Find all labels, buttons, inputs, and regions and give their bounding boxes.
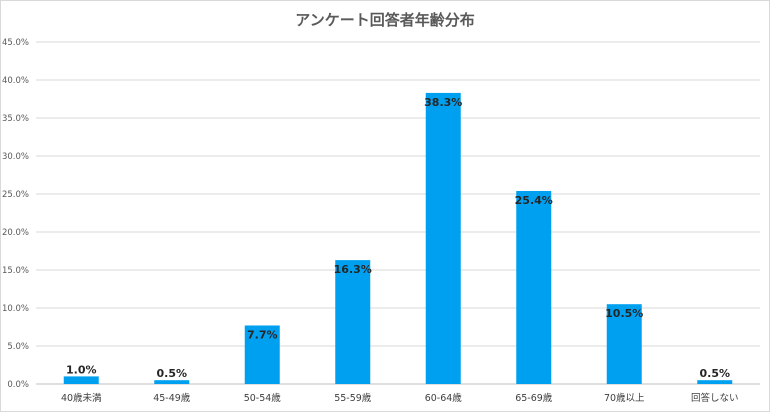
bar [606,304,642,384]
y-tick-label: 40.0% [2,76,29,86]
data-label: 0.5% [156,367,187,380]
y-tick-label: 10.0% [2,304,29,314]
bars [63,92,733,385]
bar [425,92,461,385]
x-tick-label: 40歳未満 [61,392,102,404]
bar [154,380,190,384]
x-tick-label: 70歳以上 [604,392,645,404]
y-tick-label: 45.0% [2,38,29,48]
y-tick-label: 20.0% [2,228,29,238]
gridlines [36,41,760,385]
data-label: 25.4% [515,194,553,207]
data-label: 0.5% [699,367,730,380]
bar [697,380,733,384]
y-tick-label: 35.0% [2,114,29,124]
y-tick-label: 25.0% [2,190,29,200]
x-tick-label: 65-69歳 [515,392,553,404]
x-axis-ticks: 40歳未満 45-49歳 50-54歳 55-59歳 60-64歳 65-69歳 70歳以上… [61,392,739,404]
y-axis-ticks: 0.0% 5.0% 10.0% 15.0% 20.0% 25.0% 30.0% 35.0% 40… [2,38,29,390]
y-tick-label: 0.0% [7,380,29,390]
bar [63,376,99,384]
data-label: 38.3% [424,96,462,109]
data-label: 1.0% [66,363,97,376]
data-label: 10.5% [605,307,643,320]
data-label: 16.3% [334,263,372,276]
x-tick-label: 45-49歳 [153,392,191,404]
y-tick-label: 30.0% [2,152,29,162]
chart-title: アンケート回答者年齢分布 [295,11,475,29]
data-label: 7.7% [247,328,278,341]
bar [335,260,371,384]
x-tick-label: 60-64歳 [425,392,463,404]
data-labels: 1.0% 0.5% 7.7% 16.3% 38.3% 25.4% 10.5% 0.5% [66,96,730,380]
bar [516,190,552,384]
x-tick-label: 回答しない [691,392,739,404]
bar [244,325,280,384]
y-tick-label: 5.0% [7,342,29,352]
x-tick-label: 55-59歳 [334,392,372,404]
x-tick-label: 50-54歳 [244,392,282,404]
y-tick-label: 15.0% [2,266,29,276]
